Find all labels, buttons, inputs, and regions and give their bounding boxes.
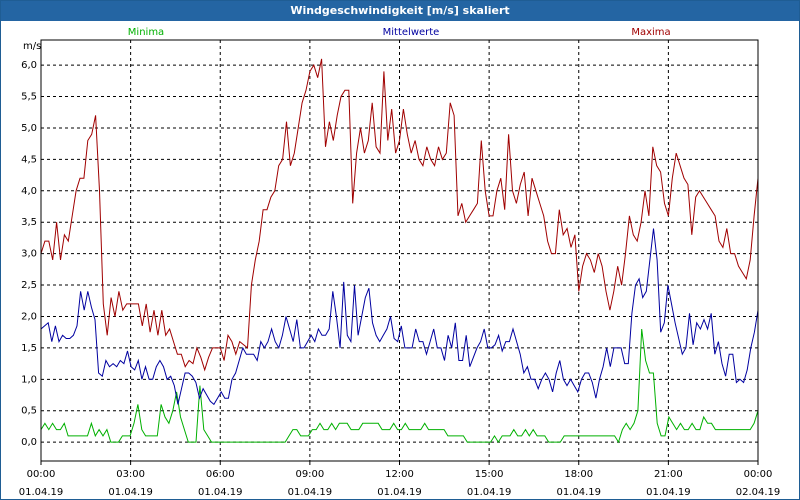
chart-title: Windgeschwindigkeit [m/s] skaliert [1,1,799,21]
x-axis-ticks: 00:00 01.04.19 03:00 01.04.19 06:00 01.04.19 0… [19,461,781,498]
x-tick-time: 21:00 [654,469,683,480]
y-tick-label: 5,0 [21,123,37,134]
x-tick-date: 01.04.19 [646,487,691,498]
y-tick-label: 6,0 [21,60,37,71]
legend-mittelwerte: Mittelwerte [383,27,440,38]
series-line-maxima [40,58,759,372]
x-tick-date: 01.04.19 [198,487,243,498]
x-tick-time: 09:00 [295,469,324,480]
x-tick-time: 00:00 [27,469,56,480]
y-tick-label: 2,0 [21,311,37,322]
y-tick-label: 3,0 [21,249,37,260]
y-tick-label: 1,5 [21,343,37,354]
y-tick-label: 0,5 [21,406,37,417]
x-tick-time: 15:00 [475,469,504,480]
x-tick-date: 01.04.19 [288,487,333,498]
y-tick-label: 4,5 [21,154,37,165]
x-tick-date: 01.04.19 [19,487,64,498]
y-axis-ticks: 0,0 0,5 1,0 1,5 2,0 2,5 3,0 3,5 4,0 4,5 5,0 5,5 6,0 [21,60,37,448]
x-tick-date: 01.04.19 [108,487,153,498]
y-tick-label: 4,0 [21,186,37,197]
legend-minima: Minima [128,27,164,38]
x-tick-time: 12:00 [385,469,414,480]
plot-frame [40,39,759,462]
y-tick-label: 5,5 [21,92,37,103]
y-tick-label: 3,5 [21,217,37,228]
wind-speed-chart: Minima Mittelwerte Maxima m/s 0,0 0,5 1,0 1… [19,27,781,498]
x-tick-time: 00:00 [744,469,773,480]
series-line-minima [40,328,759,444]
x-tick-date: 01.04.19 [556,487,601,498]
x-tick-date: 01.04.19 [377,487,422,498]
series-line-mittelwerte [40,228,759,406]
y-axis-unit: m/s [23,41,41,52]
x-tick-date: 02.04.19 [736,487,781,498]
x-tick-time: 18:00 [564,469,593,480]
y-tick-label: 1,0 [21,374,37,385]
y-tick-label: 2,5 [21,280,37,291]
x-tick-date: 01.04.19 [467,487,512,498]
legend-maxima: Maxima [631,27,670,38]
x-tick-time: 06:00 [206,469,235,480]
grid [41,40,758,461]
x-tick-time: 03:00 [116,469,145,480]
data-series [40,58,759,444]
y-tick-label: 0,0 [21,437,37,448]
